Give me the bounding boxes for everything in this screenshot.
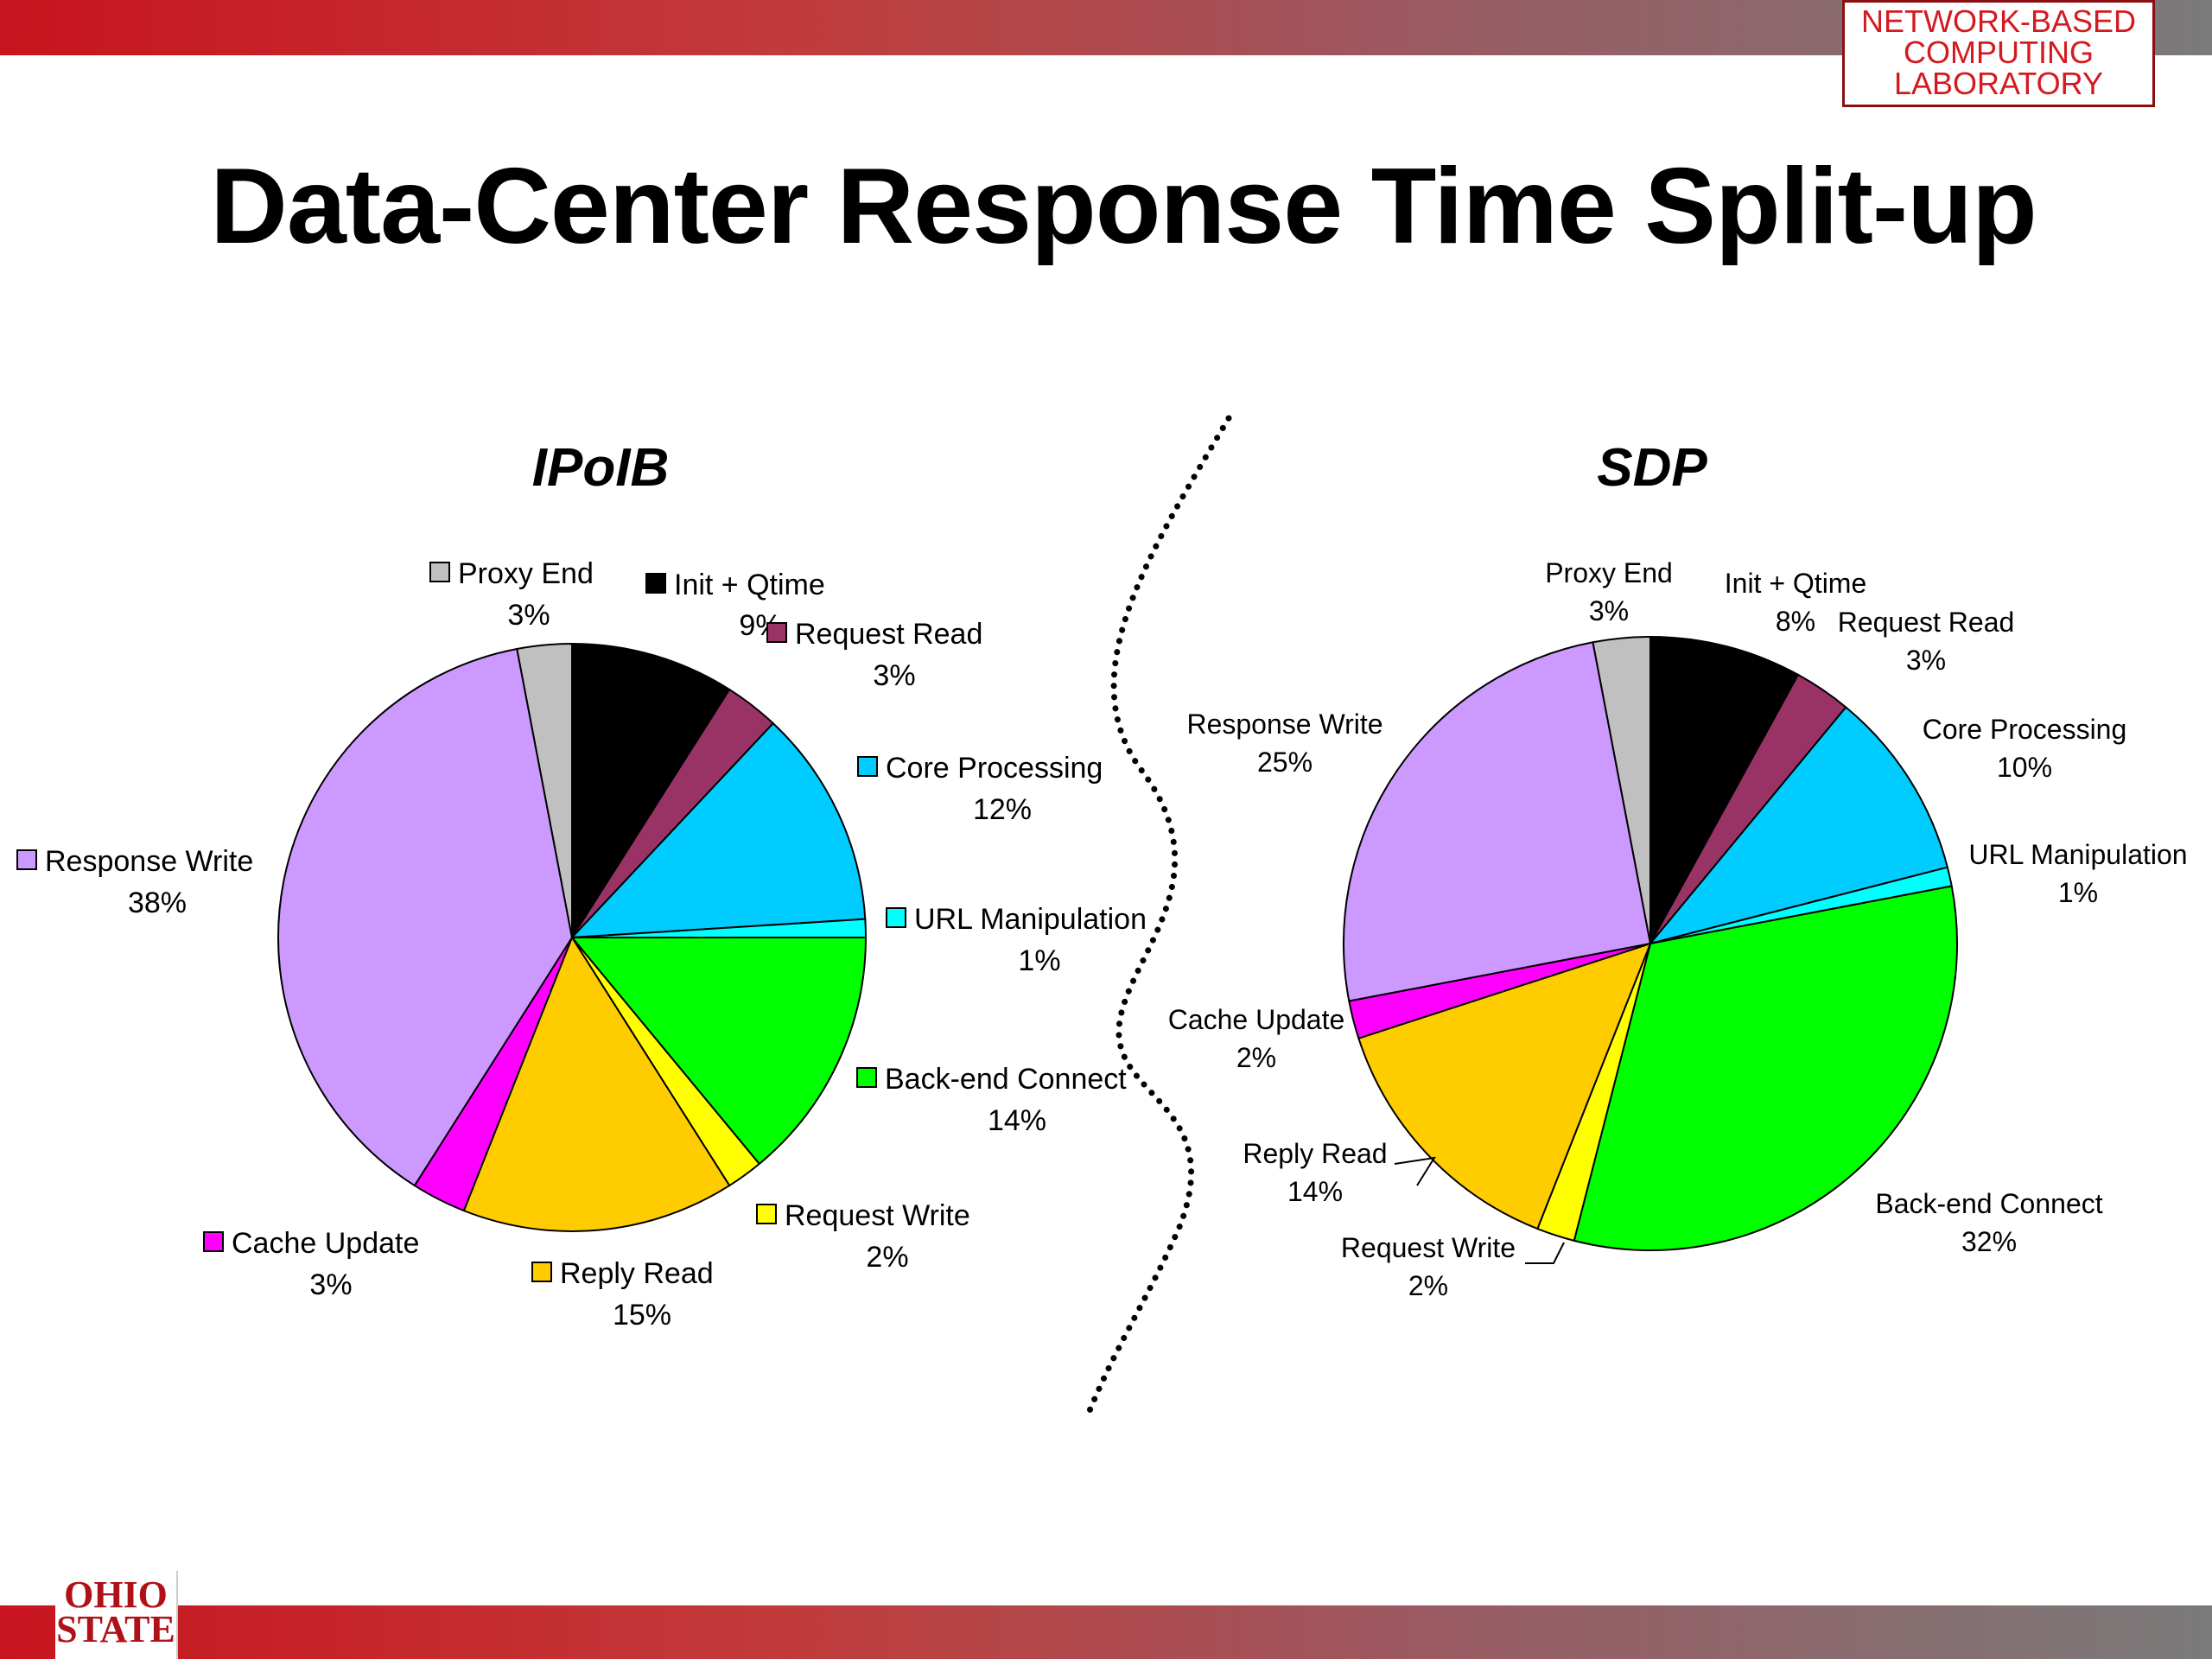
- chart-0-slice-init-qtime: [571, 642, 731, 941]
- chart-1-label-request-write: Request Write: [1341, 1232, 1516, 1263]
- chart-1-label-back-end-connect: Back-end Connect: [1875, 1188, 2102, 1219]
- chart-0-legend-key-init-qtime: [645, 573, 666, 594]
- chart-0-legend-key-reply-read: [531, 1262, 552, 1282]
- chart-1-label-reply-read: Reply Read: [1243, 1138, 1387, 1169]
- lab-logo-line-3: LABORATORY: [1893, 66, 2104, 101]
- chart-0-label-response-write: Response Write: [45, 845, 253, 878]
- chart-0-slice-back-end-connect: [569, 937, 868, 1166]
- chart-1-label-cache-update: Cache Update: [1168, 1004, 1345, 1035]
- chart-1-label-response-write: Response Write: [1186, 709, 1382, 740]
- chart-1-slice-core-processing: [1648, 706, 1949, 945]
- chart-1-pct-init-qtime: 8%: [1776, 606, 1815, 637]
- chart-1-slice-response-write: [1343, 641, 1652, 1002]
- page-title: Data-Center Response Time Split-up: [210, 147, 2037, 266]
- chart-0-legend-key-core-processing: [857, 756, 878, 777]
- chart-0-pct-core-processing: 12%: [973, 793, 1032, 826]
- university-logo: OHIO STATE: [55, 1571, 178, 1659]
- chart-1-leader-line-request-write: [1525, 1242, 1565, 1264]
- chart-0-slice-reply-read: [462, 935, 731, 1232]
- chart-1-pct-request-write: 2%: [1408, 1270, 1448, 1301]
- chart-0-pct-url-manipulation: 1%: [1018, 944, 1060, 977]
- chart-1-label-url-manipulation: URL Manipulation: [1968, 839, 2187, 870]
- chart-0-label-proxy-end: Proxy End: [458, 557, 594, 590]
- chart-0-legend-key-cache-update: [203, 1231, 224, 1252]
- chart-0-pct-request-write: 2%: [866, 1241, 908, 1274]
- chart-0-label-request-write: Request Write: [785, 1199, 970, 1232]
- chart-1-pct-back-end-connect: 32%: [1961, 1226, 2017, 1257]
- chart-0-label-url-manipulation: URL Manipulation: [914, 903, 1147, 936]
- chart-0-pct-cache-update: 3%: [309, 1268, 352, 1301]
- chart-0-legend-key-request-read: [766, 622, 787, 643]
- chart-0-slice-response-write: [277, 647, 574, 1187]
- chart-1-leader-line-reply-read: [1394, 1156, 1437, 1186]
- chart-0-label-back-end-connect: Back-end Connect: [885, 1063, 1127, 1096]
- chart-0-label-request-read: Request Read: [795, 618, 982, 651]
- chart-0-slice-core-processing: [569, 721, 867, 939]
- chart-title-ipoib: IPoIB: [532, 438, 669, 498]
- university-logo-line-1: OHIO: [64, 1573, 168, 1616]
- chart-1-label-proxy-end: Proxy End: [1545, 557, 1673, 588]
- chart-1-slice-init-qtime: [1649, 635, 1800, 944]
- chart-1-pct-core-processing: 10%: [1997, 752, 2052, 783]
- pie-chart-sdp: Init + Qtime 8% Request Read 3% Core Process…: [1168, 557, 2188, 1301]
- chart-1-pct-url-manipulation: 1%: [2058, 877, 2098, 908]
- lab-logo: NETWORK-BASED COMPUTING LABORATORY: [1842, 0, 2155, 107]
- chart-0-pct-request-read: 3%: [873, 659, 915, 692]
- chart-0-pct-proxy-end: 3%: [507, 599, 550, 632]
- chart-0-legend-key-response-write: [16, 849, 37, 870]
- chart-0-legend-key-proxy-end: [429, 562, 450, 582]
- chart-0-legend-key-request-write: [756, 1204, 777, 1224]
- lab-logo-line-1: NETWORK-BASED: [1860, 3, 2137, 39]
- chart-0-label-reply-read: Reply Read: [560, 1257, 714, 1290]
- chart-0-label-cache-update: Cache Update: [232, 1227, 419, 1260]
- chart-1-pct-proxy-end: 3%: [1589, 595, 1629, 626]
- lab-logo-line-2: COMPUTING: [1904, 35, 2094, 70]
- chart-0-label-init-qtime: Init + Qtime: [674, 569, 825, 601]
- chart-1-pct-request-read: 3%: [1906, 645, 1946, 676]
- bottom-banner: [0, 1605, 2212, 1659]
- chart-0-pct-back-end-connect: 14%: [988, 1104, 1046, 1137]
- chart-0-slice-proxy-end: [516, 642, 573, 938]
- chart-divider: [1084, 415, 1232, 1421]
- chart-title-sdp: SDP: [1597, 438, 1707, 498]
- chart-1-pct-reply-read: 14%: [1287, 1176, 1343, 1207]
- chart-0-legend-key-url-manipulation: [886, 907, 906, 928]
- chart-0-legend-key-back-end-connect: [856, 1067, 877, 1088]
- chart-0-pct-response-write: 38%: [128, 887, 187, 919]
- chart-1-pct-response-write: 25%: [1257, 747, 1313, 778]
- chart-1-pct-cache-update: 2%: [1236, 1042, 1276, 1073]
- chart-1-label-core-processing: Core Processing: [1923, 714, 2127, 745]
- chart-0-label-core-processing: Core Processing: [886, 752, 1103, 785]
- chart-1-label-request-read: Request Read: [1838, 607, 2015, 638]
- chart-1-label-init-qtime: Init + Qtime: [1725, 568, 1867, 599]
- university-logo-line-2: STATE: [56, 1608, 175, 1650]
- chart-0-pct-reply-read: 15%: [613, 1299, 671, 1332]
- chart-1-slice-proxy-end: [1592, 635, 1651, 944]
- chart-1-slice-back-end-connect: [1573, 885, 1958, 1251]
